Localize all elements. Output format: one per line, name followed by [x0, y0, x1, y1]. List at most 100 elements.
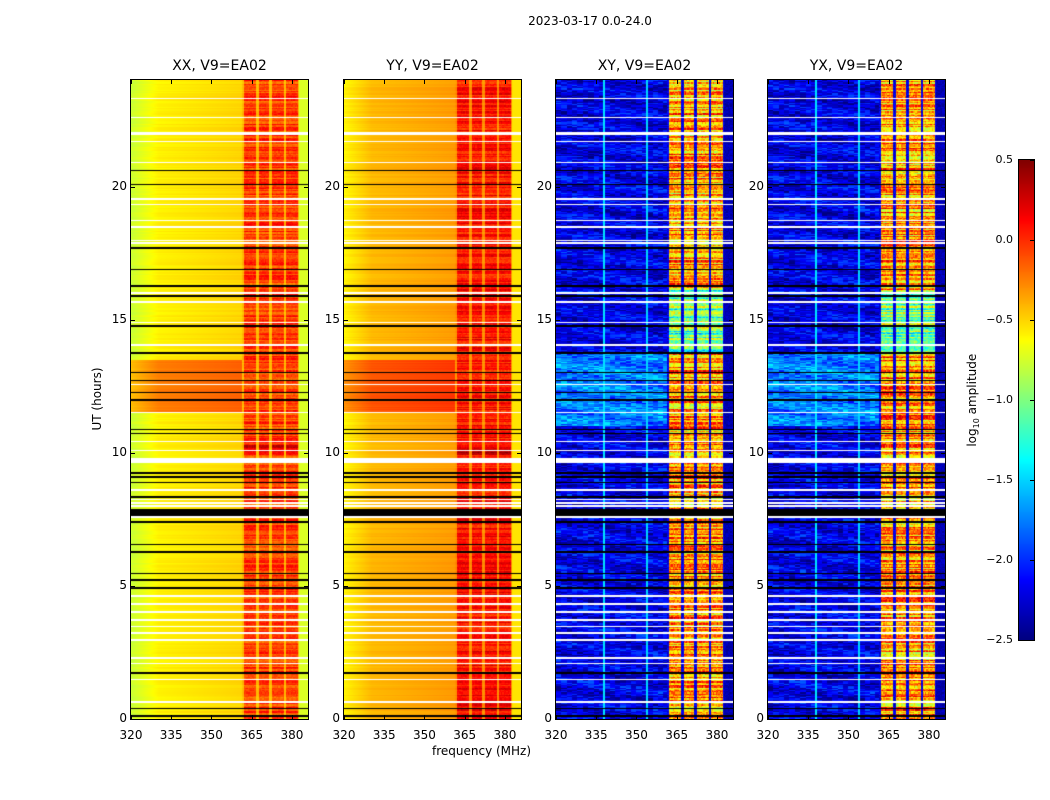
y-tick-mark [729, 585, 733, 587]
y-tick-mark [517, 452, 521, 454]
x-tick-mark [716, 80, 718, 84]
colorbar-label-log: log [964, 428, 979, 447]
y-tick-mark [304, 319, 308, 321]
y-tick-label: 15 [324, 311, 340, 326]
x-tick-mark [251, 715, 253, 719]
colorbar-tick-mark [1030, 320, 1034, 321]
x-tick-mark [596, 80, 598, 84]
y-tick-mark [131, 186, 135, 188]
y-tick-label: 10 [536, 444, 552, 459]
colorbar-label: log10 amplitude [965, 345, 981, 455]
x-tick-mark [384, 80, 386, 84]
y-tick-mark [344, 585, 348, 587]
x-tick-label: 335 [372, 728, 396, 742]
y-tick-mark [768, 585, 772, 587]
y-tick-label: 20 [536, 178, 552, 193]
x-tick-label: 350 [200, 728, 223, 742]
y-tick-mark [344, 719, 348, 720]
y-tick-mark [131, 719, 135, 720]
x-tick-label: 335 [584, 728, 608, 742]
colorbar-tick-label: −0.5 [986, 313, 1013, 326]
y-tick-label: 20 [111, 178, 127, 193]
y-tick-label: 0 [544, 711, 552, 725]
x-tick-mark [344, 80, 345, 84]
x-tick-mark [848, 715, 850, 719]
x-tick-mark [211, 715, 213, 719]
x-tick-mark [504, 715, 506, 719]
x-tick-mark [928, 80, 930, 84]
y-tick-label: 20 [748, 178, 764, 193]
heatmap-image [344, 80, 521, 719]
y-tick-mark [304, 452, 308, 454]
y-tick-mark [556, 719, 560, 720]
colorbar-tick-label: −1.5 [986, 473, 1013, 486]
y-tick-label: 5 [332, 577, 340, 592]
x-tick-mark [504, 80, 506, 84]
x-tick-mark [808, 80, 810, 84]
y-tick-mark [517, 585, 521, 587]
y-tick-mark [344, 319, 348, 321]
x-tick-mark [464, 80, 466, 84]
x-tick-mark [424, 715, 426, 719]
y-tick-mark [556, 186, 560, 188]
x-tick-mark [676, 80, 678, 84]
x-tick-mark [848, 80, 850, 84]
colorbar-tick-mark [1030, 560, 1034, 561]
x-tick-mark [384, 715, 386, 719]
y-tick-mark [729, 319, 733, 321]
y-tick-mark [131, 585, 135, 587]
y-tick-mark [729, 452, 733, 454]
y-tick-mark [941, 452, 945, 454]
x-axis-label: frequency (MHz) [432, 744, 532, 758]
x-tick-mark [888, 715, 890, 719]
colorbar-tick-label: −2.5 [986, 633, 1013, 646]
colorbar-tick-label: −2.0 [986, 553, 1013, 566]
x-tick-mark [596, 715, 598, 719]
x-tick-label: 365 [877, 728, 901, 742]
x-tick-mark [171, 80, 173, 84]
y-tick-mark [729, 719, 733, 720]
x-tick-mark [464, 715, 466, 719]
x-tick-label: 365 [240, 728, 264, 742]
colorbar-tick-label: 0.5 [995, 153, 1014, 166]
heatmap-panel-yx: YX, V9=EA02 320 335 350 365 380 0 5 10 15 20 [749, 58, 946, 742]
y-tick-mark [517, 319, 521, 321]
x-tick-label: 365 [453, 728, 477, 742]
y-tick-mark [556, 319, 560, 321]
x-tick-mark [768, 80, 769, 84]
y-tick-mark [941, 186, 945, 188]
y-tick-label: 0 [756, 711, 764, 725]
y-tick-label: 5 [119, 577, 127, 592]
x-tick-mark [676, 715, 678, 719]
x-tick-mark [928, 715, 930, 719]
y-tick-mark [768, 452, 772, 454]
y-tick-label: 0 [119, 711, 127, 725]
colorbar-tick-mark [1030, 640, 1034, 641]
panel-title: YX, V9=EA02 [809, 58, 904, 74]
x-tick-label: 320 [756, 728, 780, 742]
colorbar-tick-mark [1030, 400, 1034, 401]
x-tick-mark [636, 715, 638, 719]
y-tick-mark [768, 186, 772, 188]
x-tick-label: 380 [705, 728, 729, 742]
panel-title: YY, V9=EA02 [386, 58, 479, 74]
y-axis-label: UT (hours) [90, 367, 104, 431]
y-tick-mark [556, 452, 560, 454]
x-tick-label: 380 [280, 728, 304, 742]
y-tick-label: 15 [111, 311, 127, 326]
y-tick-mark [768, 319, 772, 321]
x-tick-mark [424, 80, 426, 84]
heatmap-image [768, 80, 945, 719]
y-tick-mark [304, 186, 308, 188]
y-tick-label: 20 [324, 178, 340, 193]
x-tick-label: 335 [159, 728, 183, 742]
y-tick-mark [941, 719, 945, 720]
y-tick-mark [941, 319, 945, 321]
x-tick-label: 380 [493, 728, 517, 742]
y-tick-mark [517, 719, 521, 720]
y-tick-mark [344, 186, 348, 188]
x-tick-label: 350 [413, 728, 436, 742]
heatmap-image [556, 80, 733, 719]
x-tick-mark [716, 715, 718, 719]
x-tick-label: 320 [544, 728, 568, 742]
